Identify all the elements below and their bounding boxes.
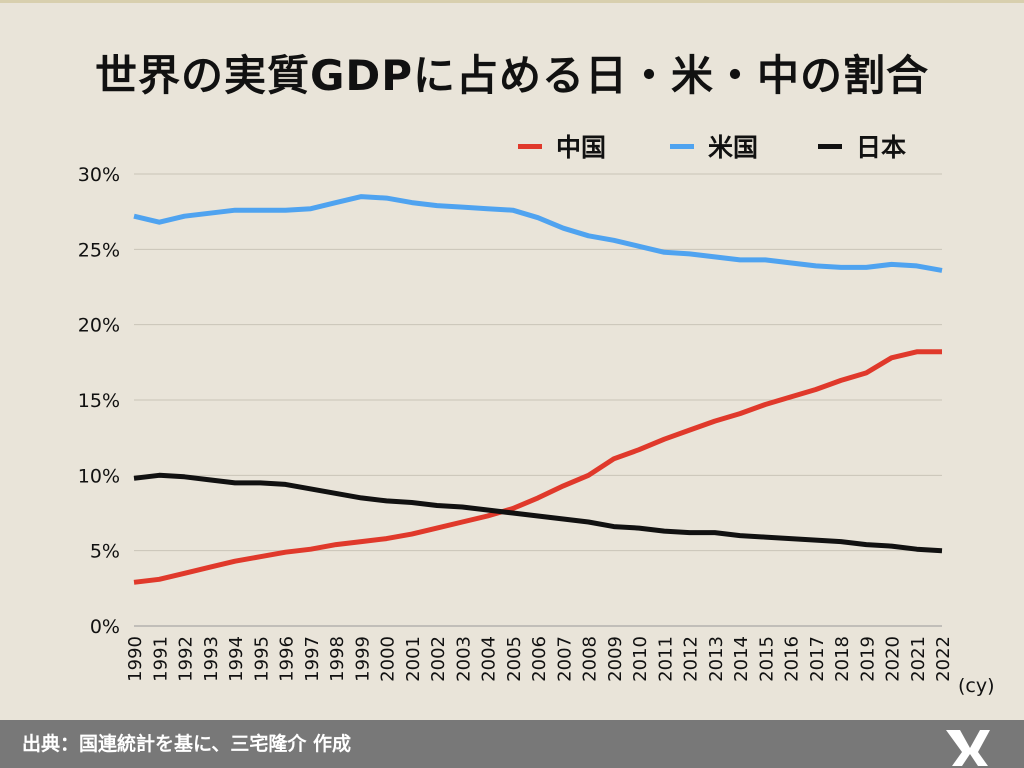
mr-logo-icon bbox=[946, 730, 990, 766]
x-tick-label: 2000 bbox=[378, 636, 399, 682]
x-tick-label: 2004 bbox=[479, 636, 500, 682]
x-tick-label: 2006 bbox=[529, 636, 550, 682]
top-rule bbox=[0, 0, 1024, 3]
legend-swatch-us bbox=[670, 143, 694, 149]
x-tick-label: 2014 bbox=[731, 636, 752, 682]
x-tick-label: 1992 bbox=[176, 636, 197, 682]
x-tick-label: 2009 bbox=[605, 636, 626, 682]
legend-swatch-japan bbox=[818, 143, 842, 149]
line-chart: 0%5%10%15%20%25%30%1990 1991 1992 1993 1994 1… bbox=[78, 164, 995, 697]
x-tick-label: 2002 bbox=[428, 636, 449, 682]
legend-swatch-china bbox=[518, 143, 542, 149]
x-tick-label: 1999 bbox=[352, 636, 373, 682]
x-tick-label: 2005 bbox=[504, 636, 525, 682]
x-tick-label: 2020 bbox=[883, 636, 904, 682]
x-tick-label: 1993 bbox=[201, 636, 222, 682]
chart-legend: 中国 米国 日本 bbox=[0, 128, 1024, 164]
x-tick-label: 1991 bbox=[150, 636, 171, 682]
y-tick-label: 30% bbox=[78, 164, 120, 186]
legend-label-us: 米国 bbox=[708, 133, 759, 162]
x-tick-label: 1997 bbox=[302, 636, 323, 682]
x-tick-label: 1990 bbox=[125, 636, 146, 682]
x-tick-label: 2001 bbox=[403, 636, 424, 682]
footer-bar: 出典：国連統計を基に、三宅隆介 作成 bbox=[0, 720, 1024, 768]
x-tick-label: 2007 bbox=[554, 636, 575, 682]
series-line-japan bbox=[133, 472, 943, 554]
x-tick-label: 2015 bbox=[756, 636, 777, 682]
y-tick-label: 15% bbox=[78, 390, 120, 412]
series-line-us bbox=[133, 194, 943, 273]
x-tick-label: 2012 bbox=[681, 636, 702, 682]
x-tick-label: 1998 bbox=[327, 636, 348, 682]
x-tick-label: 2018 bbox=[832, 636, 853, 682]
y-tick-label: 0% bbox=[90, 616, 120, 638]
x-tick-label: 2016 bbox=[782, 636, 803, 682]
y-tick-label: 10% bbox=[78, 465, 120, 487]
legend-label-japan: 日本 bbox=[856, 133, 907, 162]
legend-item-japan: 日本 bbox=[818, 128, 906, 164]
chart-title: 世界の実質GDPに占める日・米・中の割合 bbox=[94, 51, 930, 100]
y-tick-label: 25% bbox=[78, 239, 120, 261]
x-tick-label: 2010 bbox=[630, 636, 651, 682]
legend-item-china: 中国 bbox=[518, 128, 606, 164]
y-tick-label: 5% bbox=[90, 541, 120, 563]
x-tick-label: 1995 bbox=[251, 636, 272, 682]
x-tick-label: 2003 bbox=[453, 636, 474, 682]
x-tick-label: 2017 bbox=[807, 636, 828, 682]
x-tick-label: 2013 bbox=[706, 636, 727, 682]
y-tick-label: 20% bbox=[78, 315, 120, 337]
legend-item-us: 米国 bbox=[670, 128, 758, 164]
x-tick-label: 1996 bbox=[277, 636, 298, 682]
x-tick-label: 2021 bbox=[908, 636, 929, 682]
x-tick-label: 2011 bbox=[655, 636, 676, 682]
series-line-china bbox=[133, 349, 942, 585]
legend-label-china: 中国 bbox=[556, 133, 607, 162]
source-note: 出典：国連統計を基に、三宅隆介 作成 bbox=[22, 733, 352, 755]
x-tick-label: 2008 bbox=[580, 636, 601, 682]
x-tick-label: 2022 bbox=[933, 636, 954, 682]
x-unit-label: (cy) bbox=[958, 675, 995, 697]
x-tick-label: 2019 bbox=[857, 636, 878, 682]
x-tick-label: 1994 bbox=[226, 636, 247, 682]
